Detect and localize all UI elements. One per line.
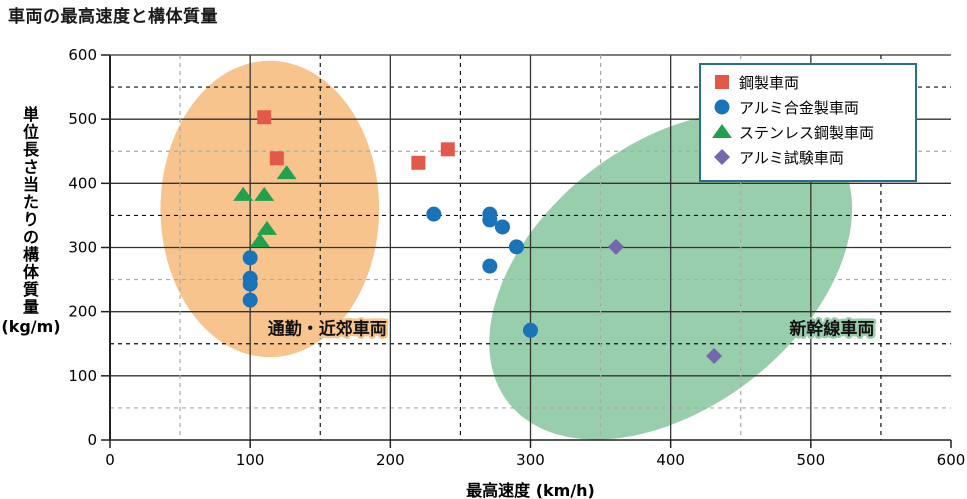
- x-tick-label: 0: [105, 451, 115, 469]
- legend-label: 鋼製車両: [739, 74, 799, 92]
- data-point-square: [411, 155, 426, 170]
- data-point-triangle: [233, 186, 254, 201]
- y-axis-title-char: 量: [23, 298, 39, 317]
- data-point-triangle: [254, 186, 275, 201]
- data-point-circle: [508, 239, 524, 255]
- data-point-circle: [242, 250, 258, 266]
- y-axis-title-char: の: [23, 228, 39, 247]
- legend-marker-triangle: [712, 124, 732, 138]
- data-point-circle: [523, 322, 538, 338]
- y-axis-title-char: 質: [23, 280, 39, 299]
- legend-label: アルミ試験車両: [739, 149, 844, 167]
- y-axis-title-char: 単: [23, 105, 39, 124]
- y-axis-title-char: 当: [23, 175, 39, 194]
- y-axis-title-char: 長: [23, 140, 40, 159]
- data-point-circle: [482, 212, 498, 228]
- x-tick-label: 400: [656, 451, 685, 469]
- x-tick-label: 600: [937, 451, 966, 469]
- points-layer: [233, 110, 723, 364]
- x-axis-title: 最高速度 (km/h): [466, 481, 595, 499]
- data-point-circle: [242, 292, 258, 308]
- legend-box: [699, 63, 917, 182]
- data-point-diamond: [706, 347, 723, 364]
- data-point-circle: [494, 219, 510, 235]
- data-point-diamond: [608, 238, 625, 255]
- y-tick-label: 600: [68, 46, 97, 64]
- x-tick-label: 500: [797, 451, 826, 469]
- legend-marker-square: [715, 75, 729, 89]
- data-point-triangle: [276, 165, 297, 180]
- legend-label: ステンレス鋼製車両: [739, 124, 874, 142]
- grid-layer: [110, 54, 951, 440]
- region-ellipse-commuter: [160, 60, 380, 358]
- region-label-commuter: 通勤・近郊車両: [268, 319, 387, 340]
- y-tick-label: 100: [68, 367, 97, 385]
- region-label-shinkansen: 新幹線車両: [789, 319, 874, 340]
- y-tick-label: 400: [68, 174, 97, 192]
- y-axis-title-char: 体: [23, 263, 40, 282]
- y-tick-label: 500: [68, 110, 97, 128]
- y-tick-label: 300: [68, 239, 97, 257]
- y-axis-title-char: り: [23, 210, 39, 229]
- x-tick-label: 200: [376, 451, 405, 469]
- data-point-circle: [482, 258, 498, 274]
- y-tick-label: 0: [87, 431, 97, 449]
- axes-layer: 0 100 200 300 400 500 600 0 100 200 300 400 500 600: [68, 46, 965, 469]
- data-point-circle: [426, 206, 442, 222]
- y-axis-unit: (kg/m): [1, 317, 60, 336]
- y-tick-label: 200: [68, 303, 97, 321]
- data-point-square: [269, 151, 284, 166]
- x-tick-label: 300: [516, 451, 545, 469]
- y-axis-title-char: た: [23, 193, 39, 212]
- legend-label: アルミ合金製車両: [739, 99, 859, 117]
- data-point-triangle: [256, 220, 277, 235]
- region-labels-layer: 通勤・近郊車両 新幹線車両: [265, 316, 877, 342]
- data-point-square: [440, 142, 455, 157]
- legend-marker-diamond: [714, 149, 730, 165]
- data-point-square: [257, 110, 272, 125]
- chart-title: 車両の最高速度と構体質量: [8, 7, 218, 27]
- y-axis-title-char: 構: [23, 245, 39, 264]
- y-axis-title-char: さ: [23, 158, 39, 177]
- data-point-triangle: [249, 233, 270, 248]
- y-axis-title-char: 位: [23, 123, 39, 142]
- legend-marker-circle: [714, 99, 730, 115]
- data-point-circle: [242, 276, 258, 292]
- x-tick-label: 100: [236, 451, 265, 469]
